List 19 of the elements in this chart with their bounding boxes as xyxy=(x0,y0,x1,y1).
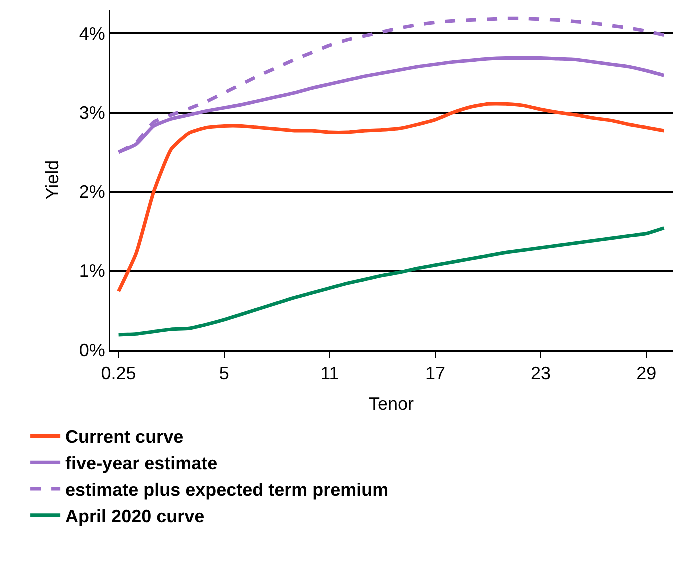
y-tick-label: 0% xyxy=(79,340,106,360)
x-axis-title: Tenor xyxy=(368,394,414,414)
legend-label: estimate plus expected term premium xyxy=(66,480,389,500)
x-tick-label: 17 xyxy=(425,363,446,384)
y-axis-title: Yield xyxy=(42,160,63,200)
x-tick-label: 0.25 xyxy=(101,363,136,384)
y-tick-label: 1% xyxy=(79,261,106,282)
x-tick-label: 11 xyxy=(320,363,340,384)
y-tick-label: 2% xyxy=(79,182,106,202)
legend-label: April 2020 curve xyxy=(66,506,205,526)
x-tick-label: 29 xyxy=(636,363,657,384)
x-tick-label: 23 xyxy=(531,363,552,384)
x-tick-label: 5 xyxy=(219,363,230,384)
line-series xyxy=(117,226,666,337)
line-series xyxy=(117,102,666,294)
legend-label: Current curve xyxy=(66,427,184,448)
legend-label: five-year estimate xyxy=(66,454,218,474)
y-tick-label: 4% xyxy=(79,24,106,44)
y-tick-label: 3% xyxy=(79,103,106,124)
